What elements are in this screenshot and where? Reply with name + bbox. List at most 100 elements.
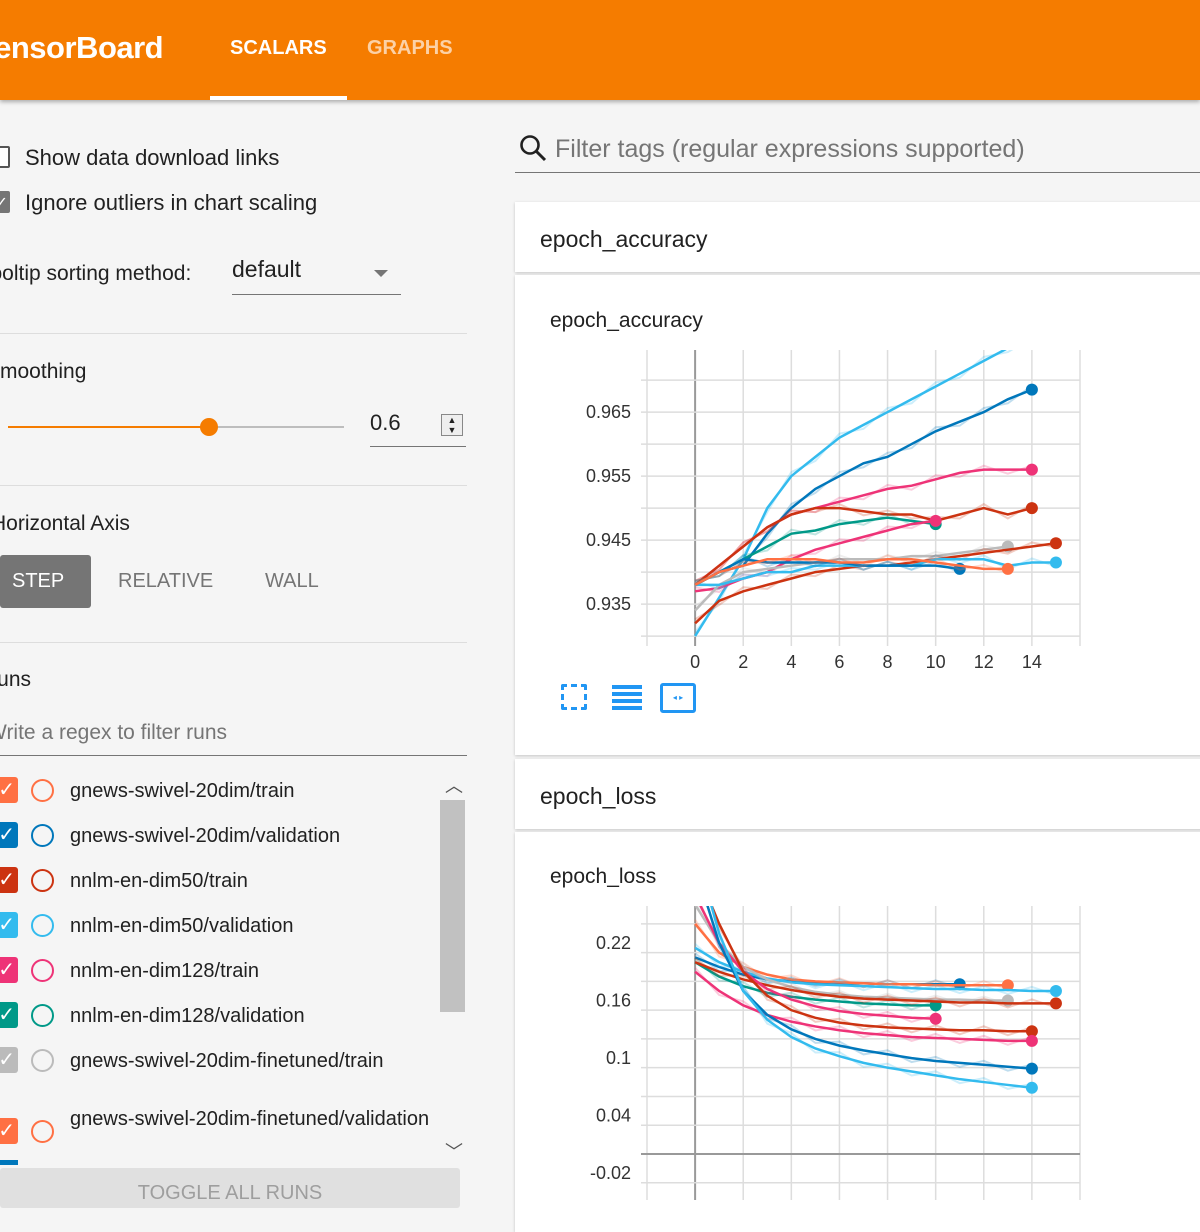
category-header-loss[interactable]: epoch_loss xyxy=(515,759,1200,829)
tooltip-sorting-dropdown[interactable]: default xyxy=(232,256,401,295)
series-end-dot xyxy=(1001,562,1014,575)
slider-fill xyxy=(8,426,209,428)
chart-card-accuracy: epoch_accuracy xyxy=(515,275,1200,755)
category-header-accuracy[interactable]: epoch_accuracy xyxy=(515,202,1200,272)
series-line xyxy=(694,946,1056,993)
series-group xyxy=(694,906,1062,1094)
axis-relative-button[interactable]: RELATIVE xyxy=(118,570,214,592)
x-tick-label: 0 xyxy=(690,652,700,672)
run-label: nnlm-en-dim128/train xyxy=(70,960,259,982)
series-end-dot xyxy=(1025,463,1038,476)
ignore-outliers-checkbox[interactable]: ✓ xyxy=(0,191,10,213)
series-end-dot xyxy=(1049,537,1062,550)
accuracy-chart: 0.935 0.945 0.955 0.965 0 2 4 6 8 10 12 14 xyxy=(586,350,1081,672)
run-color-radio[interactable] xyxy=(31,1004,54,1027)
runs-filter-placeholder: Write a regex to filter runs xyxy=(0,721,228,744)
runs-label: Runs xyxy=(0,668,32,691)
spinner-icon[interactable]: ▲ ▼ xyxy=(441,414,463,436)
ignore-outliers-label: Ignore outliers in chart scaling xyxy=(25,190,318,215)
run-list-scrollbar[interactable]: ︿ ﹀ xyxy=(440,770,466,1165)
active-tab-indicator xyxy=(210,96,347,100)
series-end-dot xyxy=(1025,1034,1038,1047)
divider xyxy=(0,485,467,486)
run-color-radio[interactable] xyxy=(31,1049,54,1072)
x-tick-label: 14 xyxy=(1022,652,1042,672)
series-end-dot xyxy=(1049,556,1062,569)
slider-knob[interactable] xyxy=(200,418,218,436)
smoothing-value: 0.6 xyxy=(370,410,401,435)
run-color-radio[interactable] xyxy=(31,1120,54,1143)
run-item[interactable]: ✓ gnews-swivel-20dim/train xyxy=(0,770,440,810)
fit-domain-icon[interactable]: ◂ ▸ xyxy=(660,683,696,713)
axis-step-button[interactable]: STEP xyxy=(0,555,91,608)
run-checkbox[interactable]: ✓ xyxy=(0,867,18,893)
series-line xyxy=(694,557,960,586)
smoothing-slider[interactable] xyxy=(8,418,344,436)
run-checkbox[interactable]: ✓ xyxy=(0,1047,18,1073)
scroll-down-icon[interactable]: ﹀ xyxy=(445,1142,463,1162)
run-color-radio[interactable] xyxy=(31,779,54,802)
series-line xyxy=(694,906,1008,1002)
divider xyxy=(0,333,467,334)
run-item[interactable]: ✓ nnlm-en-dim128/validation xyxy=(0,995,440,1035)
run-label: nnlm-en-dim128/validation xyxy=(70,1005,305,1027)
fullscreen-icon[interactable] xyxy=(561,684,587,710)
run-checkbox[interactable]: ✓ xyxy=(0,1118,18,1144)
run-checkbox[interactable]: ✓ xyxy=(0,1002,18,1028)
tooltip-sorting-value: default xyxy=(232,256,302,282)
search-icon xyxy=(518,133,548,163)
toggle-log-scale-icon[interactable] xyxy=(612,685,642,710)
run-color-radio[interactable] xyxy=(31,824,54,847)
run-item[interactable]: ✓ nnlm-en-dim50/train xyxy=(0,860,440,900)
scrollbar-thumb[interactable] xyxy=(440,800,465,1012)
run-color-radio[interactable] xyxy=(31,914,54,937)
scroll-up-icon[interactable]: ︿ xyxy=(445,776,463,796)
run-checkbox-partial[interactable] xyxy=(0,1160,18,1165)
run-checkbox[interactable]: ✓ xyxy=(0,822,18,848)
raw-series-line xyxy=(710,906,1033,1037)
series-line xyxy=(694,970,1032,1043)
y-tick-label: 0.935 xyxy=(586,594,631,614)
run-checkbox[interactable]: ✓ xyxy=(0,912,18,938)
run-item[interactable]: ✓ gnews-swivel-20dim-finetuned/train xyxy=(0,1040,440,1080)
run-item[interactable]: ✓ nnlm-en-dim128/train xyxy=(0,950,440,990)
tag-filter-input[interactable]: Filter tags (regular expressions support… xyxy=(515,130,1200,173)
series-end-dot xyxy=(1025,1062,1038,1075)
x-tick-label: 2 xyxy=(738,652,748,672)
run-color-radio[interactable] xyxy=(31,869,54,892)
run-item[interactable]: ✓ nnlm-en-dim50/validation xyxy=(0,905,440,945)
series-line xyxy=(694,961,936,1007)
tab-graphs[interactable]: GRAPHS xyxy=(367,37,453,59)
series-end-dot xyxy=(1001,979,1014,992)
series-line xyxy=(694,558,1008,586)
y-tick-label: 0.16 xyxy=(596,991,631,1011)
series-end-dot xyxy=(929,514,942,527)
divider xyxy=(0,642,467,643)
y-tick-label: 0.945 xyxy=(586,530,631,550)
run-item[interactable]: ✓ gnews-swivel-20dim-finetuned/validation xyxy=(0,1098,440,1144)
tab-scalars[interactable]: SCALARS xyxy=(230,37,327,59)
chart-title: epoch_loss xyxy=(550,865,657,888)
run-checkbox[interactable]: ✓ xyxy=(0,957,18,983)
y-tick-label: -0.02 xyxy=(590,1163,631,1183)
chart-title: epoch_accuracy xyxy=(550,309,703,332)
run-checkbox[interactable]: ✓ xyxy=(0,777,18,803)
axis-wall-button[interactable]: WALL xyxy=(265,570,319,592)
x-tick-label: 4 xyxy=(786,652,796,672)
series-end-dot xyxy=(1049,984,1062,997)
series-end-dot xyxy=(1025,383,1038,396)
y-tick-label: 0.22 xyxy=(596,933,631,953)
show-download-links-checkbox[interactable] xyxy=(0,146,10,168)
y-tick-label: 0.965 xyxy=(586,402,631,422)
run-label: nnlm-en-dim50/train xyxy=(70,870,248,892)
series-end-dot xyxy=(929,1012,942,1025)
series-line xyxy=(699,906,936,1021)
series-line xyxy=(694,545,1008,612)
run-color-radio[interactable] xyxy=(31,959,54,982)
series-line xyxy=(710,906,1032,1033)
runs-filter-input[interactable]: Write a regex to filter runs xyxy=(0,715,467,756)
run-item[interactable]: ✓ gnews-swivel-20dim/validation xyxy=(0,815,440,855)
series-group xyxy=(694,350,1062,637)
series-end-dot xyxy=(1025,502,1038,515)
smoothing-input[interactable]: 0.6 ▲ ▼ xyxy=(370,410,466,447)
